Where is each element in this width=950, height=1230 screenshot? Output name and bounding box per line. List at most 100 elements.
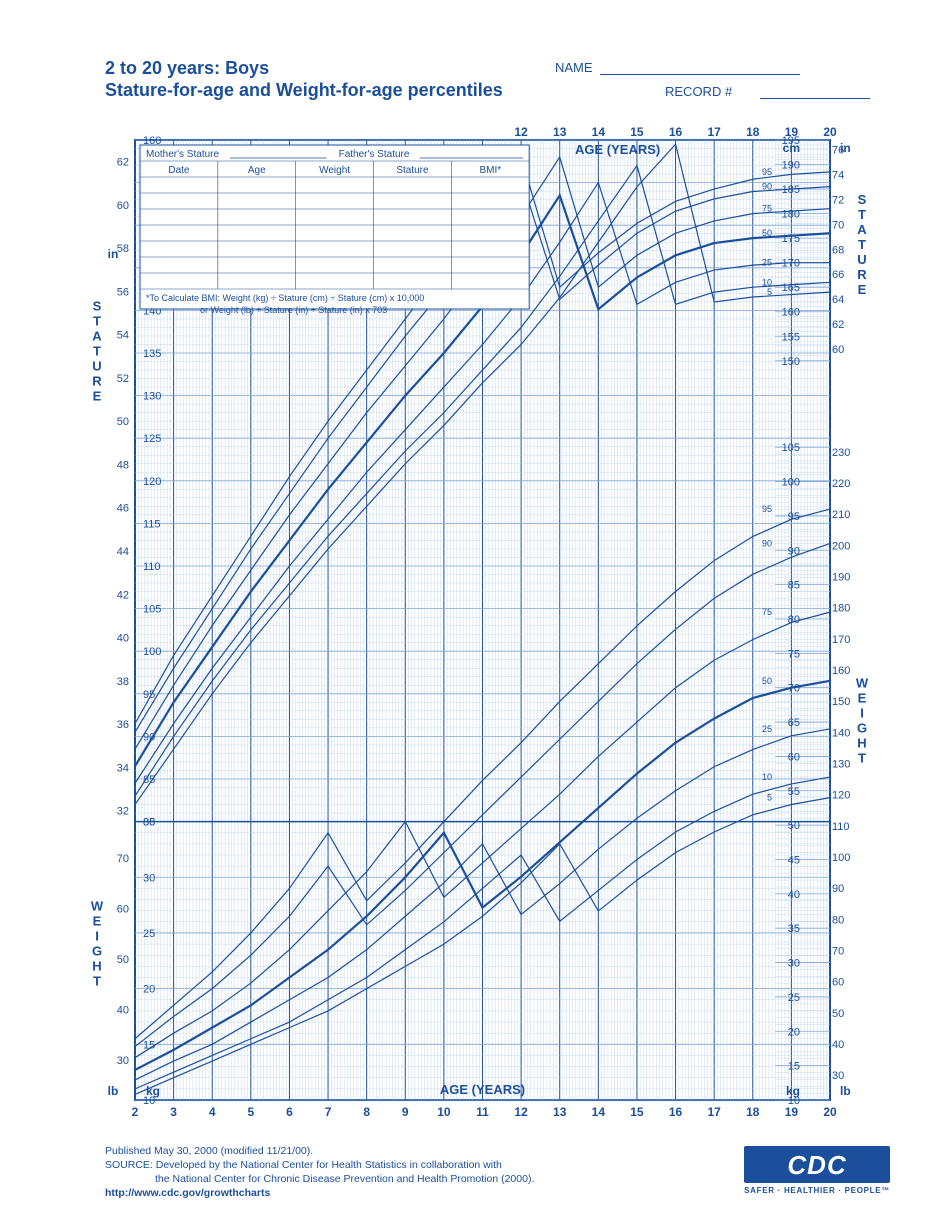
svg-text:35: 35 — [143, 817, 155, 829]
svg-text:11: 11 — [476, 1105, 489, 1119]
svg-text:10: 10 — [762, 277, 772, 287]
name-blank-line[interactable] — [600, 74, 800, 75]
svg-text:120: 120 — [832, 790, 850, 802]
svg-text:125: 125 — [143, 433, 161, 445]
svg-text:60: 60 — [832, 977, 844, 989]
svg-text:90: 90 — [762, 538, 772, 548]
svg-text:WEIGHT: WEIGHT — [856, 676, 869, 766]
svg-text:BMI*: BMI* — [479, 165, 501, 176]
svg-text:150: 150 — [832, 696, 850, 708]
svg-text:62: 62 — [832, 319, 844, 331]
svg-text:90: 90 — [832, 883, 844, 895]
svg-text:105: 105 — [782, 442, 800, 454]
svg-text:95: 95 — [762, 167, 772, 177]
svg-text:220: 220 — [832, 478, 850, 490]
svg-text:90: 90 — [788, 545, 800, 557]
svg-text:62: 62 — [117, 156, 129, 168]
svg-text:Mother's Stature: Mother's Stature — [146, 149, 219, 160]
svg-text:64: 64 — [832, 294, 844, 306]
cdc-logo: CDC — [744, 1146, 890, 1183]
svg-text:Age: Age — [248, 165, 266, 176]
svg-text:58: 58 — [117, 243, 129, 255]
svg-text:190: 190 — [782, 160, 800, 172]
svg-text:90: 90 — [762, 182, 772, 192]
svg-text:40: 40 — [788, 889, 800, 901]
svg-text:54: 54 — [117, 330, 129, 342]
svg-text:20: 20 — [143, 984, 155, 996]
svg-text:3: 3 — [170, 1105, 177, 1119]
svg-text:70: 70 — [117, 853, 129, 865]
svg-text:30: 30 — [117, 1055, 129, 1067]
title-line1: 2 to 20 years: Boys — [105, 58, 269, 79]
svg-text:kg: kg — [786, 1084, 800, 1098]
svg-text:140: 140 — [832, 727, 850, 739]
svg-text:50: 50 — [832, 1008, 844, 1020]
svg-text:34: 34 — [117, 762, 129, 774]
svg-text:15: 15 — [630, 1105, 644, 1119]
cdc-block: CDC SAFER · HEALTHIER · PEOPLE™ — [744, 1146, 890, 1195]
svg-text:95: 95 — [788, 511, 800, 523]
svg-text:Stature: Stature — [396, 165, 429, 176]
svg-text:150: 150 — [782, 356, 800, 368]
svg-text:AGE (YEARS): AGE (YEARS) — [440, 1082, 525, 1097]
svg-text:180: 180 — [832, 603, 850, 615]
svg-text:100: 100 — [832, 852, 850, 864]
svg-text:170: 170 — [832, 634, 850, 646]
svg-text:74: 74 — [832, 170, 844, 182]
svg-text:25: 25 — [762, 724, 772, 734]
svg-text:in: in — [840, 141, 851, 155]
svg-text:5: 5 — [247, 1105, 254, 1119]
svg-text:20: 20 — [788, 1026, 800, 1038]
svg-text:or Weight (lb) ÷ Stature (in): or Weight (lb) ÷ Stature (in) ÷ Stature … — [200, 305, 387, 315]
svg-text:100: 100 — [782, 477, 800, 489]
svg-text:30: 30 — [143, 872, 155, 884]
svg-text:60: 60 — [832, 344, 844, 356]
svg-text:*To Calculate BMI: Weight (kg): *To Calculate BMI: Weight (kg) ÷ Stature… — [146, 293, 424, 303]
svg-text:25: 25 — [762, 258, 772, 268]
svg-text:17: 17 — [707, 125, 721, 139]
svg-text:lb: lb — [840, 1084, 851, 1098]
svg-text:7: 7 — [325, 1105, 332, 1119]
svg-text:36: 36 — [117, 719, 129, 731]
svg-text:66: 66 — [832, 269, 844, 281]
svg-text:30: 30 — [832, 1070, 844, 1082]
svg-text:75: 75 — [762, 607, 772, 617]
title-line2: Stature-for-age and Weight-for-age perce… — [105, 80, 503, 101]
svg-text:16: 16 — [669, 125, 683, 139]
svg-text:60: 60 — [117, 200, 129, 212]
svg-text:55: 55 — [788, 786, 800, 798]
svg-text:14: 14 — [592, 125, 606, 139]
svg-text:190: 190 — [832, 571, 850, 583]
svg-text:12: 12 — [514, 1105, 528, 1119]
svg-text:10: 10 — [762, 772, 772, 782]
svg-text:155: 155 — [782, 331, 800, 343]
svg-text:50: 50 — [788, 820, 800, 832]
svg-text:160: 160 — [832, 665, 850, 677]
svg-text:2: 2 — [132, 1105, 139, 1119]
footer-pub: Published May 30, 2000 (modified 11/21/0… — [105, 1144, 313, 1158]
svg-text:18: 18 — [746, 1105, 760, 1119]
svg-text:17: 17 — [707, 1105, 721, 1119]
svg-text:80: 80 — [832, 914, 844, 926]
cdc-tagline: SAFER · HEALTHIER · PEOPLE™ — [744, 1186, 890, 1195]
svg-text:100: 100 — [143, 646, 161, 658]
svg-text:13: 13 — [553, 1105, 567, 1119]
svg-text:38: 38 — [117, 676, 129, 688]
name-label: NAME — [555, 60, 593, 75]
svg-text:130: 130 — [832, 759, 850, 771]
svg-text:75: 75 — [762, 204, 772, 214]
svg-text:32: 32 — [117, 806, 129, 818]
record-blank-line[interactable] — [760, 98, 870, 99]
svg-text:210: 210 — [832, 509, 850, 521]
svg-text:75: 75 — [788, 648, 800, 660]
svg-text:110: 110 — [832, 821, 850, 833]
svg-text:12: 12 — [514, 125, 528, 139]
svg-text:46: 46 — [117, 503, 129, 515]
svg-text:50: 50 — [762, 676, 772, 686]
svg-text:4: 4 — [209, 1105, 216, 1119]
svg-text:50: 50 — [762, 228, 772, 238]
svg-text:STATURE: STATURE — [92, 298, 102, 403]
svg-text:50: 50 — [117, 954, 129, 966]
footer-url: http://www.cdc.gov/growthcharts — [105, 1186, 270, 1200]
svg-text:105: 105 — [143, 604, 161, 616]
